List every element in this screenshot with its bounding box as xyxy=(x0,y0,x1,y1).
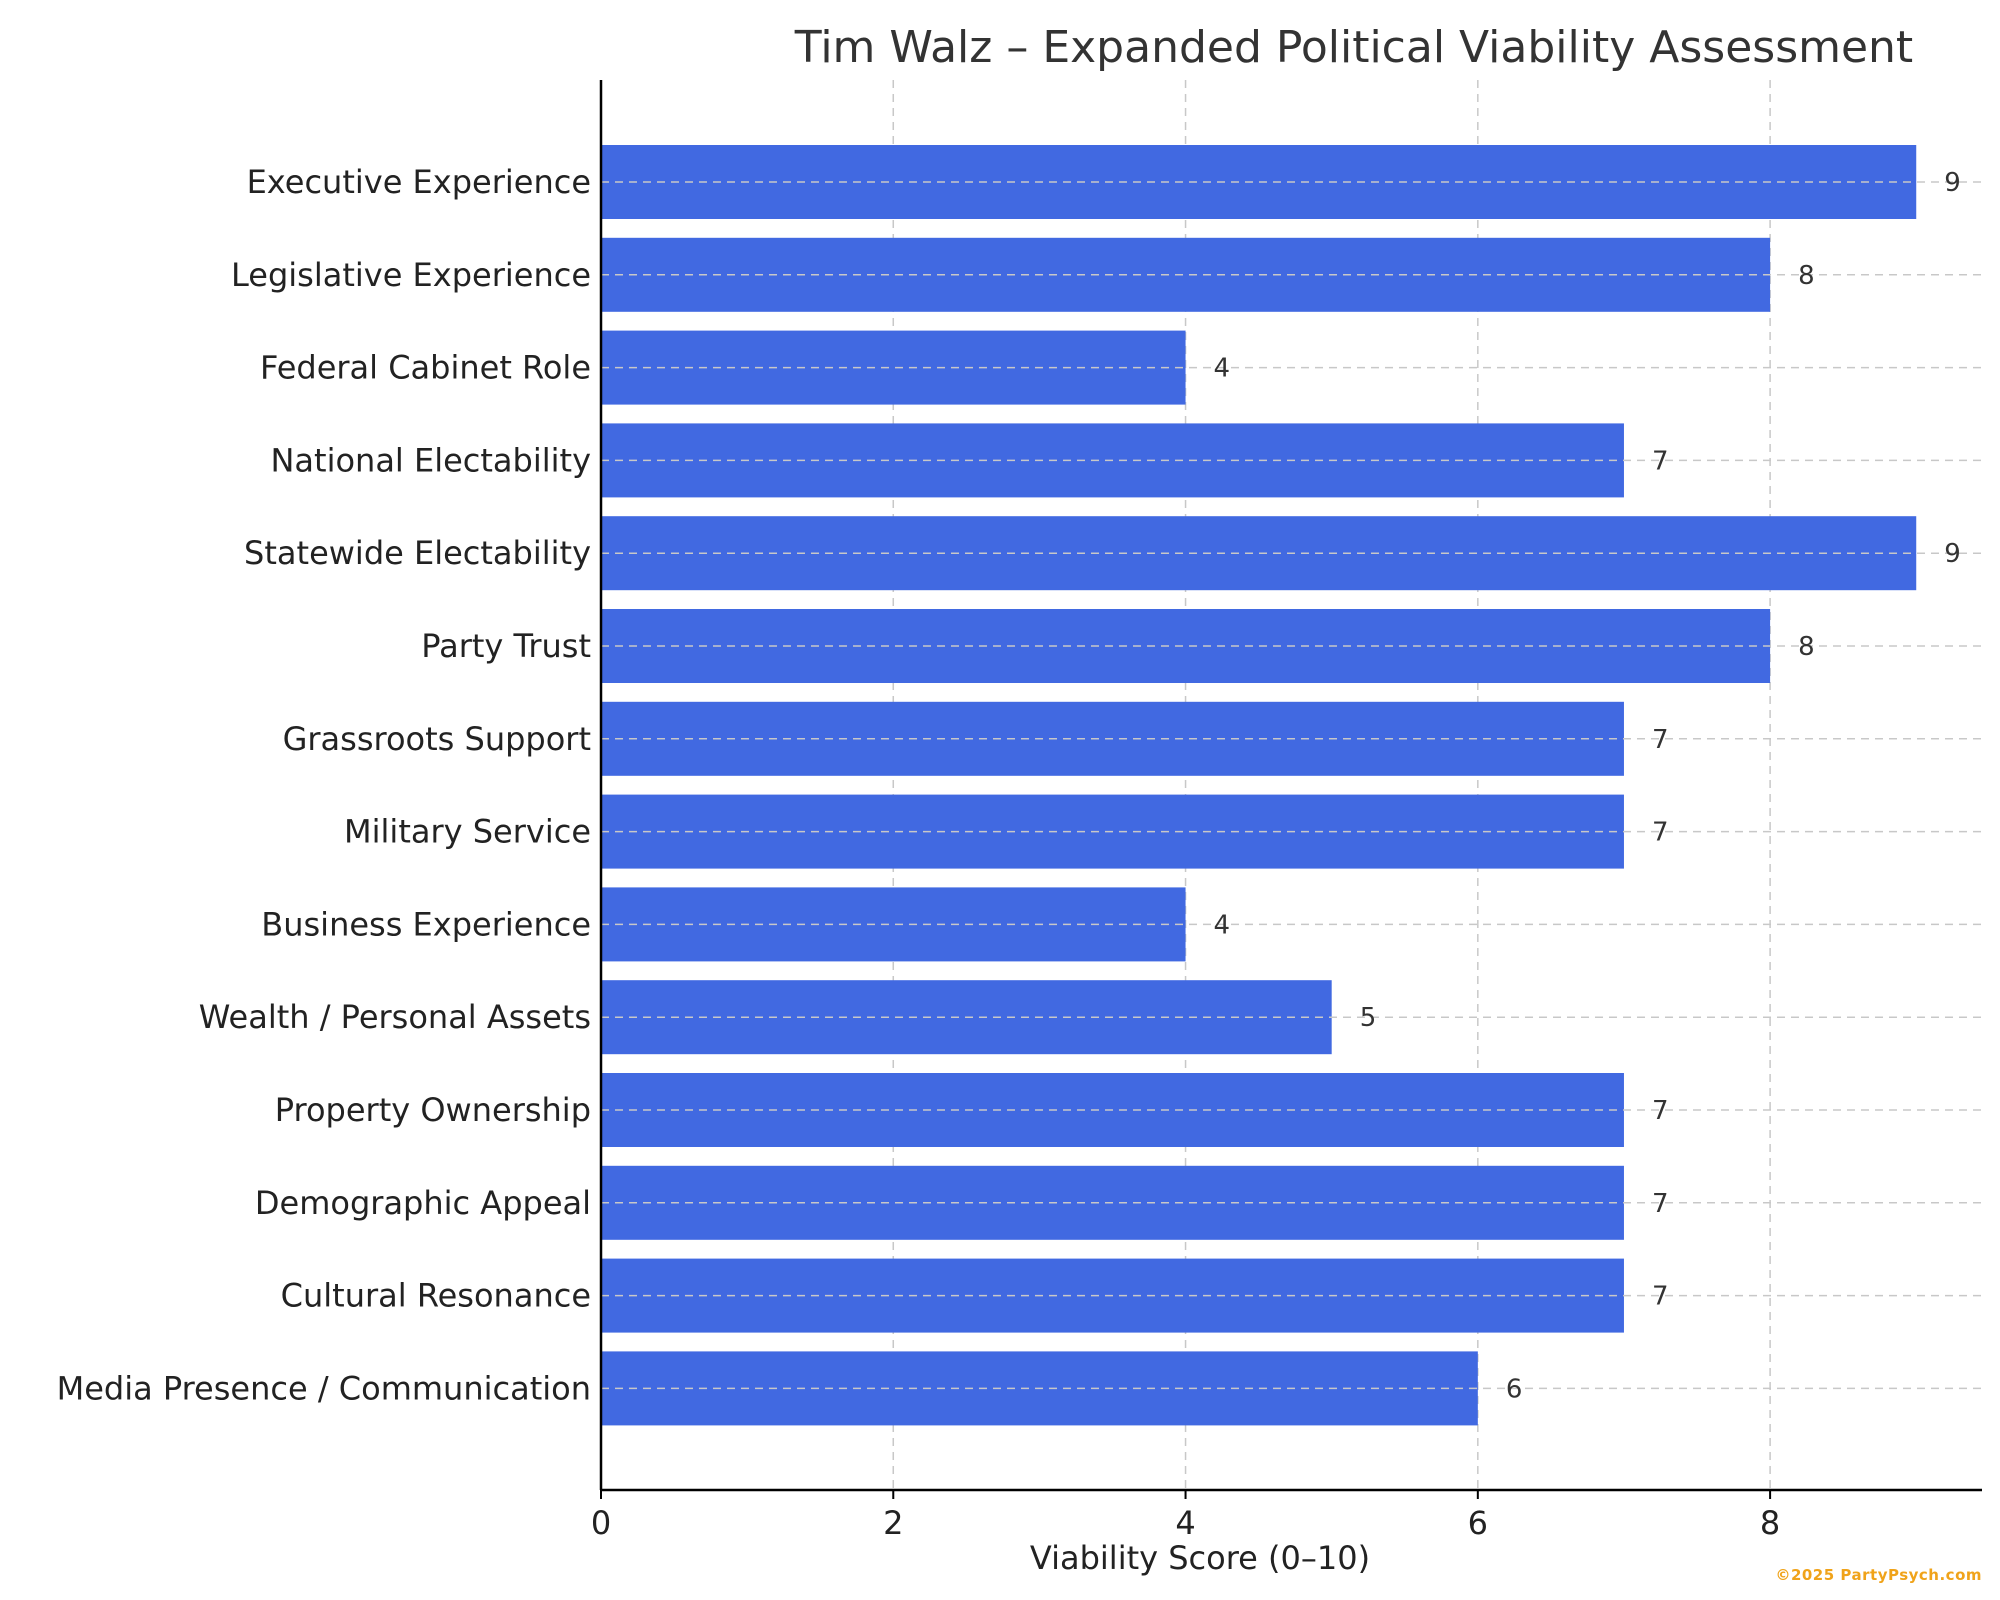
category-label: Legislative Experience xyxy=(231,256,591,294)
bars xyxy=(601,145,1917,1426)
value-labels: 9 8 4 7 9 8 7 7 4 5 7 7 7 6 xyxy=(601,168,1982,1404)
bar-value-label: 4 xyxy=(1214,354,1231,384)
bar-value-label: 5 xyxy=(1360,1003,1377,1033)
category-label: Executive Experience xyxy=(247,163,591,201)
bar-value-label: 7 xyxy=(1652,1189,1669,1219)
bar-value-label: 7 xyxy=(1652,1096,1669,1126)
bar-value-label: 8 xyxy=(1798,632,1815,662)
bar-value-label: 6 xyxy=(1506,1374,1523,1404)
copyright-credit: ©2025 PartyPsych.com xyxy=(1775,1566,1982,1584)
category-label: Property Ownership xyxy=(275,1091,591,1129)
x-tick-label: 2 xyxy=(883,1504,903,1542)
bar-value-label: 8 xyxy=(1798,261,1815,291)
category-label: Military Service xyxy=(344,813,591,851)
bar-value-label: 7 xyxy=(1652,1282,1669,1312)
category-label: Grassroots Support xyxy=(283,720,591,758)
category-label: Federal Cabinet Role xyxy=(260,349,591,387)
gridlines xyxy=(892,80,1771,1490)
x-tick-label: 8 xyxy=(1760,1504,1780,1542)
category-label: National Electability xyxy=(270,441,591,479)
bar-value-label: 4 xyxy=(1214,910,1231,940)
bar xyxy=(601,237,1771,312)
x-tick-label: 0 xyxy=(591,1504,611,1542)
x-tick-label: 6 xyxy=(1468,1504,1488,1542)
bar-value-label: 7 xyxy=(1652,818,1669,848)
category-labels: Executive Experience Legislative Experien… xyxy=(57,163,591,1407)
category-label: Demographic Appeal xyxy=(255,1184,591,1222)
category-label: Media Presence / Communication xyxy=(57,1369,591,1407)
category-label: Cultural Resonance xyxy=(281,1277,591,1315)
bar xyxy=(601,609,1771,683)
x-axis-label: Viability Score (0–10) xyxy=(1030,1539,1370,1577)
axes xyxy=(599,80,1982,1492)
bar xyxy=(601,330,1186,405)
bar-value-label: 7 xyxy=(1652,446,1669,476)
bar xyxy=(601,887,1186,962)
bar-value-label: 7 xyxy=(1652,725,1669,755)
x-tick-labels: 0 2 4 6 8 xyxy=(591,1490,1780,1542)
chart-title: Tim Walz – Expanded Political Viability … xyxy=(794,22,1913,73)
category-label: Business Experience xyxy=(261,905,591,943)
bar-value-label: 9 xyxy=(1944,539,1961,569)
bar-value-label: 9 xyxy=(1944,168,1961,198)
x-tick-label: 4 xyxy=(1175,1504,1195,1542)
category-label: Party Trust xyxy=(421,627,591,665)
category-label: Wealth / Personal Assets xyxy=(199,998,591,1036)
category-label: Statewide Electability xyxy=(244,534,591,572)
